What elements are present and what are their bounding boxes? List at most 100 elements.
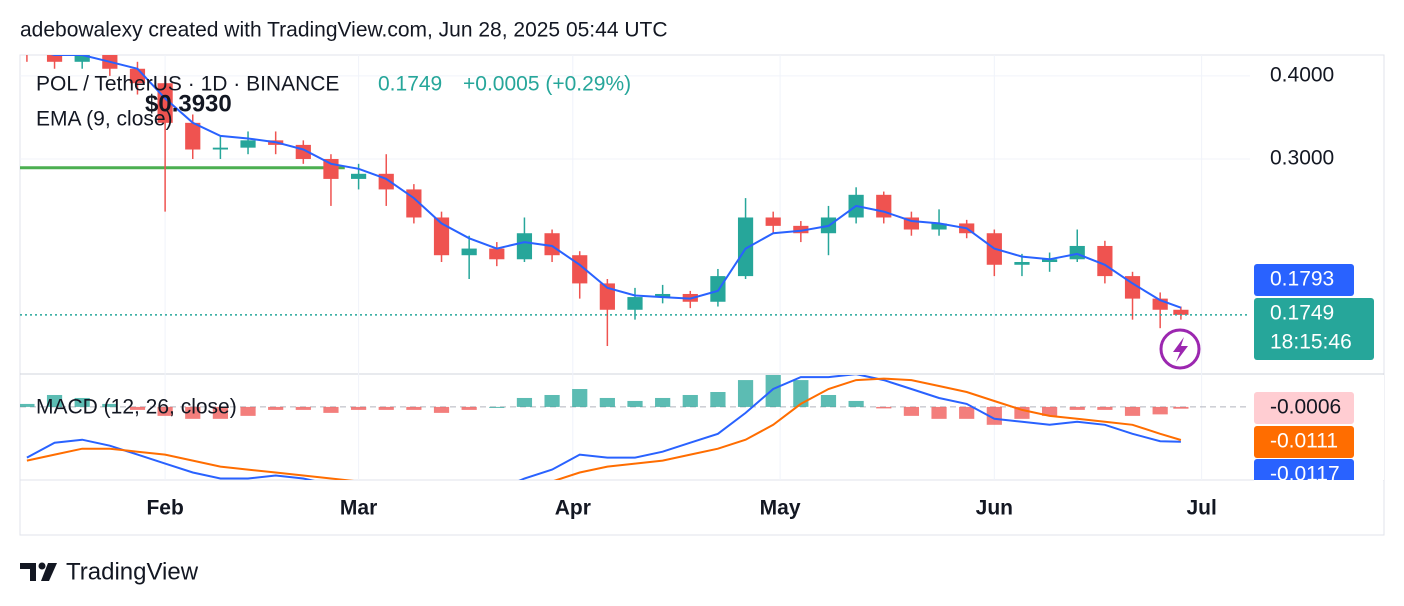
histogram-bar [765, 375, 781, 407]
symbol: POL / TetherUS · 1D · BINANCE [36, 73, 339, 96]
candle-body [1014, 262, 1030, 265]
macd-line [26, 375, 1181, 480]
histogram-bar [1042, 406, 1058, 416]
histogram-bar [959, 406, 975, 419]
x-tick-label: Mar [340, 497, 377, 520]
histogram-bar [323, 406, 339, 413]
x-tick-label: Apr [555, 497, 591, 520]
brand-logo [20, 562, 57, 581]
candle-body [1042, 259, 1058, 263]
candle-body [793, 225, 809, 234]
histogram-bar [876, 406, 892, 409]
histogram-bar [212, 406, 228, 419]
x-tick-label: Jun [976, 497, 1013, 520]
candle-body [655, 293, 671, 298]
histogram-bar [433, 406, 450, 413]
candle-body [516, 233, 533, 260]
candle-body [599, 283, 615, 310]
histogram-bar [1069, 406, 1085, 410]
candle-body [489, 248, 505, 260]
histogram-bar [102, 403, 118, 407]
histogram-bar [627, 400, 643, 407]
y-tick-label: 0.3000 [1270, 147, 1334, 170]
candle-body [185, 122, 201, 150]
candle-body [461, 248, 477, 256]
histogram-bar [516, 397, 533, 407]
annotation: $0.3930 [145, 90, 232, 117]
histogram-bar [489, 406, 505, 408]
y-tick-label: 0.4000 [1270, 63, 1334, 86]
histogram-bar [74, 397, 90, 407]
last-price: 0.1749 [378, 73, 442, 96]
ema-value-box [1254, 264, 1354, 296]
candle-body [19, 48, 34, 55]
histogram-bar [931, 406, 947, 419]
histogram-bar [20, 403, 35, 407]
histogram-bar [46, 394, 63, 407]
histogram-bar [1014, 406, 1030, 419]
histogram-value: -0.0006 [1270, 396, 1341, 419]
candle-body [74, 55, 90, 62]
x-tick-label: Jul [1186, 497, 1216, 520]
histogram-bar [406, 406, 422, 410]
histogram-bar [682, 394, 698, 407]
candle-body [240, 140, 256, 148]
macd-value: -0.0117 [1270, 463, 1340, 486]
candle-body [350, 173, 367, 179]
histogram-bar [240, 406, 256, 416]
histogram-bar [157, 406, 173, 416]
candle-body [46, 55, 63, 62]
histogram-bar [129, 406, 146, 410]
attribution: adebowalexy created with TradingView.com… [20, 19, 668, 42]
brand: TradingView [66, 558, 199, 585]
histogram-bar [655, 397, 671, 407]
price-value-box [1254, 298, 1374, 360]
ema-value: 0.1793 [1270, 268, 1334, 291]
histogram-bar [378, 406, 394, 410]
histogram-bar [1152, 406, 1168, 415]
candle-body [765, 217, 781, 226]
candle-body [931, 223, 947, 230]
macd-legend: MACD (12, 26, close) [36, 396, 237, 419]
signal-line [26, 377, 1182, 480]
candle-body [212, 147, 228, 150]
histogram-bar [820, 394, 837, 407]
histogram-bar [599, 397, 615, 407]
ema-line [50, 55, 1182, 309]
histogram-bar [710, 392, 726, 407]
candle-body [1069, 245, 1085, 260]
candle-body [627, 297, 643, 310]
candle-body [1097, 245, 1113, 277]
histogram-bar [903, 406, 920, 416]
histogram-bar [461, 406, 477, 410]
candle-body [710, 276, 726, 302]
signal-value-box [1254, 426, 1354, 458]
candle-body [433, 217, 450, 256]
signal-value: -0.0111 [1270, 430, 1338, 453]
histogram-bar [544, 394, 560, 407]
histogram-bar [1173, 406, 1189, 409]
histogram-bar [350, 406, 367, 410]
candle-body [737, 217, 754, 277]
lightning-icon[interactable] [1159, 328, 1201, 370]
price-value-countdown: 18:15:46 [1270, 331, 1352, 354]
candle-body [1173, 309, 1189, 315]
histogram-bar [268, 406, 284, 410]
histogram-bar [986, 406, 1002, 425]
histogram-bar [737, 380, 754, 407]
histogram-value-box [1254, 392, 1354, 424]
histogram-bar [572, 389, 588, 407]
price-value: 0.1749 [1270, 302, 1334, 325]
candle-body [1152, 298, 1168, 310]
histogram-bar [848, 400, 864, 407]
histogram-bar [1097, 406, 1113, 410]
histogram-bar [793, 380, 809, 407]
histogram-bar [1124, 406, 1141, 416]
x-tick-label: Feb [146, 497, 183, 520]
indicator-legend: EMA (9, close) [36, 108, 173, 131]
price-change: +0.0005 (+0.29%) [463, 73, 631, 96]
macd-box-cut [1254, 480, 1383, 534]
candle-body [544, 233, 560, 256]
